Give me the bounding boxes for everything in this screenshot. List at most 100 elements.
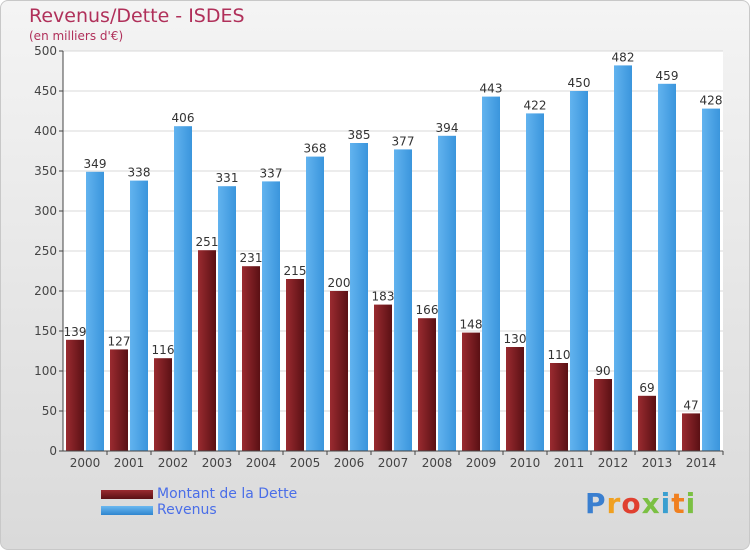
logo-letter: r [606, 487, 622, 520]
chart-title: Revenus/Dette - ISDES [29, 5, 245, 27]
bar-dette-2005 [286, 279, 304, 451]
bar-dette-2004 [242, 266, 260, 451]
x-tick-label-2009: 2009 [466, 456, 497, 470]
bar-revenus-2010 [526, 113, 544, 452]
logo-letter: o [621, 487, 642, 520]
value-label-dette-2008: 166 [416, 303, 439, 317]
x-tick-label-2002: 2002 [158, 456, 189, 470]
x-tick-label-2006: 2006 [334, 456, 365, 470]
x-tick-label-2011: 2011 [554, 456, 585, 470]
bar-dette-2013 [638, 395, 656, 451]
x-tick-label-2013: 2013 [642, 456, 673, 470]
bar-revenus-2009 [482, 96, 500, 451]
y-tick-label-400: 400 [34, 124, 57, 138]
x-tick-label-2005: 2005 [290, 456, 321, 470]
y-tick-label-500: 500 [34, 44, 57, 58]
bar-dette-2002 [154, 358, 172, 451]
bar-dette-2011 [550, 363, 568, 451]
bar-revenus-2003 [218, 186, 236, 451]
bar-dette-2014 [682, 413, 700, 451]
value-label-dette-2011: 110 [548, 348, 571, 362]
legend-label-revenus: Revenus [157, 502, 217, 518]
bar-dette-2000 [66, 339, 84, 451]
bar-revenus-2005 [306, 156, 324, 451]
value-label-revenus-2013: 459 [656, 69, 679, 83]
y-tick-label-0: 0 [49, 444, 57, 458]
y-tick-label-150: 150 [34, 324, 57, 338]
value-label-revenus-2011: 450 [568, 76, 591, 90]
bar-revenus-2012 [614, 65, 632, 452]
bar-revenus-2002 [174, 126, 192, 451]
value-label-dette-2002: 116 [152, 343, 175, 357]
bar-revenus-2011 [570, 91, 588, 451]
value-label-revenus-2005: 368 [304, 142, 327, 156]
x-tick-label-2014: 2014 [686, 456, 717, 470]
bar-revenus-2001 [130, 180, 148, 451]
bar-dette-2008 [418, 318, 436, 451]
bar-revenus-2014 [702, 108, 720, 451]
value-label-revenus-2001: 338 [128, 166, 151, 180]
bar-dette-2009 [462, 332, 480, 451]
x-tick-label-2008: 2008 [422, 456, 453, 470]
value-label-revenus-2007: 377 [392, 134, 415, 148]
value-label-revenus-2009: 443 [480, 82, 503, 96]
bar-revenus-2006 [350, 143, 368, 451]
y-tick-label-350: 350 [34, 164, 57, 178]
value-label-dette-2009: 148 [460, 318, 483, 332]
value-label-revenus-2006: 385 [348, 128, 371, 142]
value-label-dette-2001: 127 [108, 334, 131, 348]
logo-letter: i [660, 487, 672, 520]
y-tick-label-250: 250 [34, 244, 57, 258]
value-label-revenus-2012: 482 [612, 50, 635, 64]
x-tick-label-2000: 2000 [70, 456, 101, 470]
value-label-dette-2012: 90 [595, 364, 610, 378]
bar-dette-2010 [506, 347, 524, 451]
logo-letter: t [671, 487, 686, 520]
bar-revenus-2008 [438, 135, 456, 452]
legend-label-dette: Montant de la Dette [157, 486, 298, 502]
x-tick-label-2010: 2010 [510, 456, 541, 470]
value-label-dette-2003: 251 [196, 235, 219, 249]
value-label-revenus-2008: 394 [436, 121, 459, 135]
value-label-dette-2006: 200 [328, 276, 351, 290]
logo-letter: x [641, 487, 661, 520]
value-label-revenus-2010: 422 [524, 98, 547, 112]
y-tick-label-50: 50 [42, 404, 57, 418]
bar-revenus-2000 [86, 171, 104, 452]
bar-dette-2012 [594, 379, 612, 451]
bar-revenus-2004 [262, 181, 280, 451]
bar-revenus-2007 [394, 149, 412, 451]
bar-revenus-2013 [658, 83, 676, 452]
bar-dette-2007 [374, 304, 392, 451]
y-tick-label-300: 300 [34, 204, 57, 218]
proxiti-logo: Proxiti [585, 487, 696, 520]
legend-swatch-dette [101, 490, 153, 499]
value-label-revenus-2004: 337 [260, 166, 283, 180]
bar-dette-2001 [110, 349, 128, 451]
value-label-dette-2013: 69 [639, 381, 654, 395]
bar-dette-2006 [330, 291, 348, 451]
value-label-revenus-2003: 331 [216, 171, 239, 185]
value-label-dette-2005: 215 [284, 264, 307, 278]
y-tick-label-450: 450 [34, 84, 57, 98]
legend-swatch-revenus [101, 506, 153, 515]
value-label-dette-2014: 47 [683, 398, 698, 412]
value-label-dette-2007: 183 [372, 290, 395, 304]
value-label-dette-2000: 139 [64, 325, 87, 339]
bar-dette-2003 [198, 250, 216, 451]
logo-letter: i [685, 487, 697, 520]
x-tick-label-2001: 2001 [114, 456, 145, 470]
value-label-dette-2010: 130 [504, 332, 527, 346]
value-label-revenus-2014: 428 [700, 94, 723, 108]
logo-letter: P [585, 487, 607, 520]
y-tick-label-100: 100 [34, 364, 57, 378]
value-label-dette-2004: 231 [240, 251, 263, 265]
value-label-revenus-2000: 349 [84, 157, 107, 171]
x-tick-label-2012: 2012 [598, 456, 629, 470]
x-tick-label-2007: 2007 [378, 456, 409, 470]
x-tick-label-2004: 2004 [246, 456, 277, 470]
x-tick-label-2003: 2003 [202, 456, 233, 470]
y-tick-label-200: 200 [34, 284, 57, 298]
